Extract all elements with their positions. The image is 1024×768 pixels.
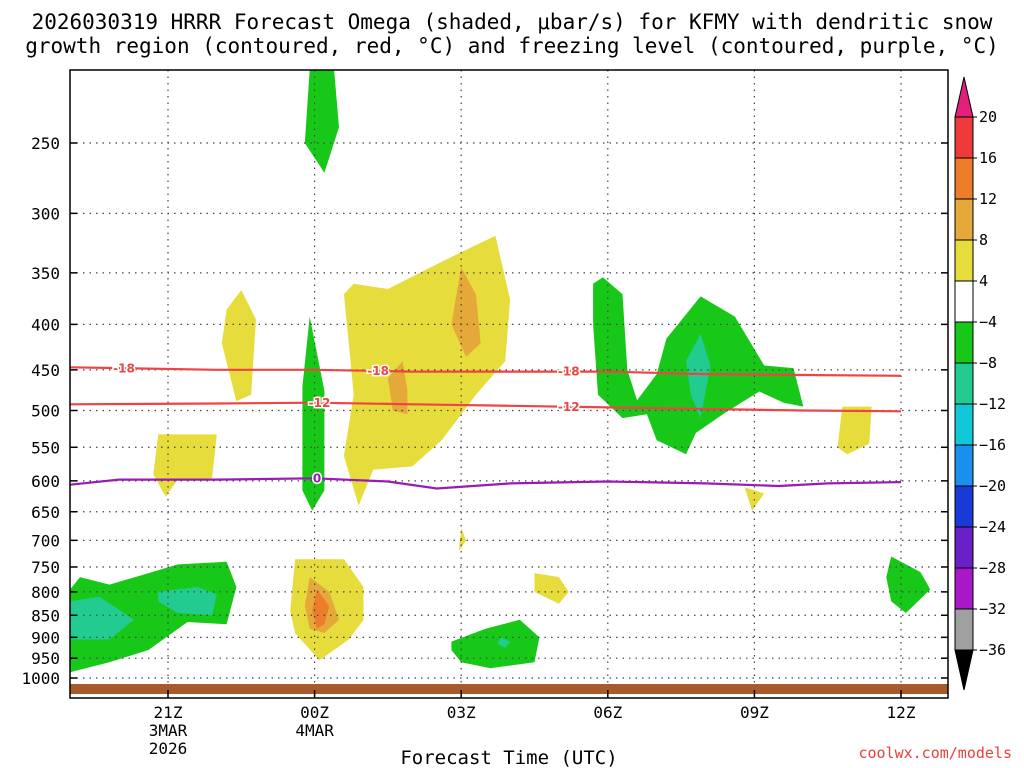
colorbar-label: −24 xyxy=(979,518,1006,536)
colorbar-band xyxy=(954,362,974,405)
omega-region-orange-central-right xyxy=(451,267,481,357)
plot-area: -18 -18 -18 -12 -12 0 xyxy=(69,69,949,699)
colorbar-label: −16 xyxy=(979,436,1006,454)
contour-label-freezing-level: 0 xyxy=(313,471,321,485)
omega-region-yellow-right-small2 xyxy=(837,406,872,455)
colorbar-band xyxy=(954,526,974,569)
grid-lines xyxy=(70,70,948,698)
colorbar-label: −12 xyxy=(979,395,1006,413)
plot-frame xyxy=(69,69,949,699)
y-tick-label: 300 xyxy=(31,204,60,223)
colorbar-label: −36 xyxy=(979,641,1006,659)
contour-freezing-level xyxy=(69,477,902,490)
contour-label-dgz-minus18: -18 xyxy=(113,362,135,376)
omega-shaded-regions xyxy=(70,70,931,673)
contour-label-dgz-minus12: -12 xyxy=(309,396,331,410)
colorbar-label: −8 xyxy=(979,354,997,372)
colorbar-label: 16 xyxy=(979,149,997,167)
omega-region-yellow-left-upper xyxy=(221,290,256,402)
colorbar-band xyxy=(954,198,974,241)
x-tick-label: 03Z xyxy=(447,703,476,722)
colorbar-band xyxy=(954,403,974,446)
x-axis-label: Forecast Time (UTC) xyxy=(400,747,617,768)
colorbar-band xyxy=(954,321,974,364)
y-tick-label: 650 xyxy=(31,503,60,522)
colorbar-band xyxy=(954,567,974,610)
y-tick-label: 350 xyxy=(31,264,60,283)
colorbar-band xyxy=(954,280,974,323)
x-tick-year-label: 2026 xyxy=(149,739,188,758)
contour-dgz-minus12 xyxy=(69,401,902,413)
colorbar-top-arrow xyxy=(954,76,974,118)
omega-region-teal-right-upper xyxy=(686,333,711,419)
chart-title-line1: 2026030319 HRRR Forecast Omega (shaded, … xyxy=(32,10,993,34)
ground-bar xyxy=(70,684,948,694)
y-tick-label: 550 xyxy=(31,438,60,457)
x-tick-label: 12Z xyxy=(887,703,916,722)
y-axis-ticks: 250 300 350 400 450 500 550 600 650 700 750 800 850 9… xyxy=(21,134,948,688)
omega-region-yellow-lower-right xyxy=(534,573,569,604)
omega-region-green-vertical xyxy=(302,316,325,511)
chart-title-line2: growth region (contoured, red, °C) and f… xyxy=(25,34,999,58)
colorbar-label: 8 xyxy=(979,231,988,249)
colorbar-label: −4 xyxy=(979,313,997,331)
x-tick-label: 21Z xyxy=(154,703,183,722)
x-tick-date-label: 4MAR xyxy=(295,721,334,740)
colorbar-label: −28 xyxy=(979,559,1006,577)
x-tick-label: 09Z xyxy=(740,703,769,722)
colorbar-band xyxy=(954,485,974,528)
colorbar-bottom-arrow xyxy=(954,649,974,691)
credit-text: coolwx.com/models xyxy=(858,744,1012,762)
omega-region-yellow-small-right1 xyxy=(744,487,765,511)
omega-region-teal-lower-left1 xyxy=(70,596,134,640)
colorbar-label: −20 xyxy=(979,477,1006,495)
colorbar-band xyxy=(954,444,974,487)
contour-lines: -18 -18 -18 -12 -12 0 xyxy=(69,360,902,490)
y-tick-label: 750 xyxy=(31,558,60,577)
omega-region-orange-central-left xyxy=(387,361,408,415)
colorbar-band xyxy=(954,157,974,200)
omega-region-green-lower-center xyxy=(451,619,540,669)
omega-region-green-top xyxy=(304,70,339,173)
contour-label-dgz-minus18: -18 xyxy=(558,365,580,379)
contour-label-dgz-minus12: -12 xyxy=(558,400,580,414)
colorbar-label: −32 xyxy=(979,600,1006,618)
omega-region-green-right-lower xyxy=(886,556,931,613)
y-tick-label: 400 xyxy=(31,315,60,334)
y-tick-label: 250 xyxy=(31,134,60,153)
colorbar-band xyxy=(954,608,974,651)
colorbar-band xyxy=(954,116,974,159)
y-tick-label: 600 xyxy=(31,472,60,491)
omega-region-teal-lower-left2 xyxy=(158,587,217,616)
y-tick-label: 900 xyxy=(31,628,60,647)
x-tick-label: 06Z xyxy=(593,703,622,722)
x-tick-date-label: 3MAR xyxy=(149,721,188,740)
omega-region-yellow-left-mid xyxy=(153,434,217,497)
contour-dgz-minus18 xyxy=(69,366,902,377)
x-tick-label: 00Z xyxy=(300,703,329,722)
omega-region-red-lower-mid xyxy=(312,589,330,629)
omega-region-teal-lower-center xyxy=(497,637,511,648)
contour-label-dgz-minus18: -18 xyxy=(367,364,389,378)
colorbar-band xyxy=(954,239,974,282)
y-tick-label: 950 xyxy=(31,649,60,668)
colorbar-label: 12 xyxy=(979,190,997,208)
y-tick-label: 450 xyxy=(31,361,60,380)
y-tick-label: 800 xyxy=(31,583,60,602)
colorbar-label: 4 xyxy=(979,272,988,290)
y-tick-label: 850 xyxy=(31,606,60,625)
y-tick-label: 700 xyxy=(31,531,60,550)
colorbar: 20 16 12 8 4 −4 −8 −12 −16 −20 −24 −28 −32 −36 xyxy=(954,76,1006,691)
y-tick-label: 1000 xyxy=(21,669,60,688)
y-tick-label: 500 xyxy=(31,402,60,421)
colorbar-label: 20 xyxy=(979,108,997,126)
